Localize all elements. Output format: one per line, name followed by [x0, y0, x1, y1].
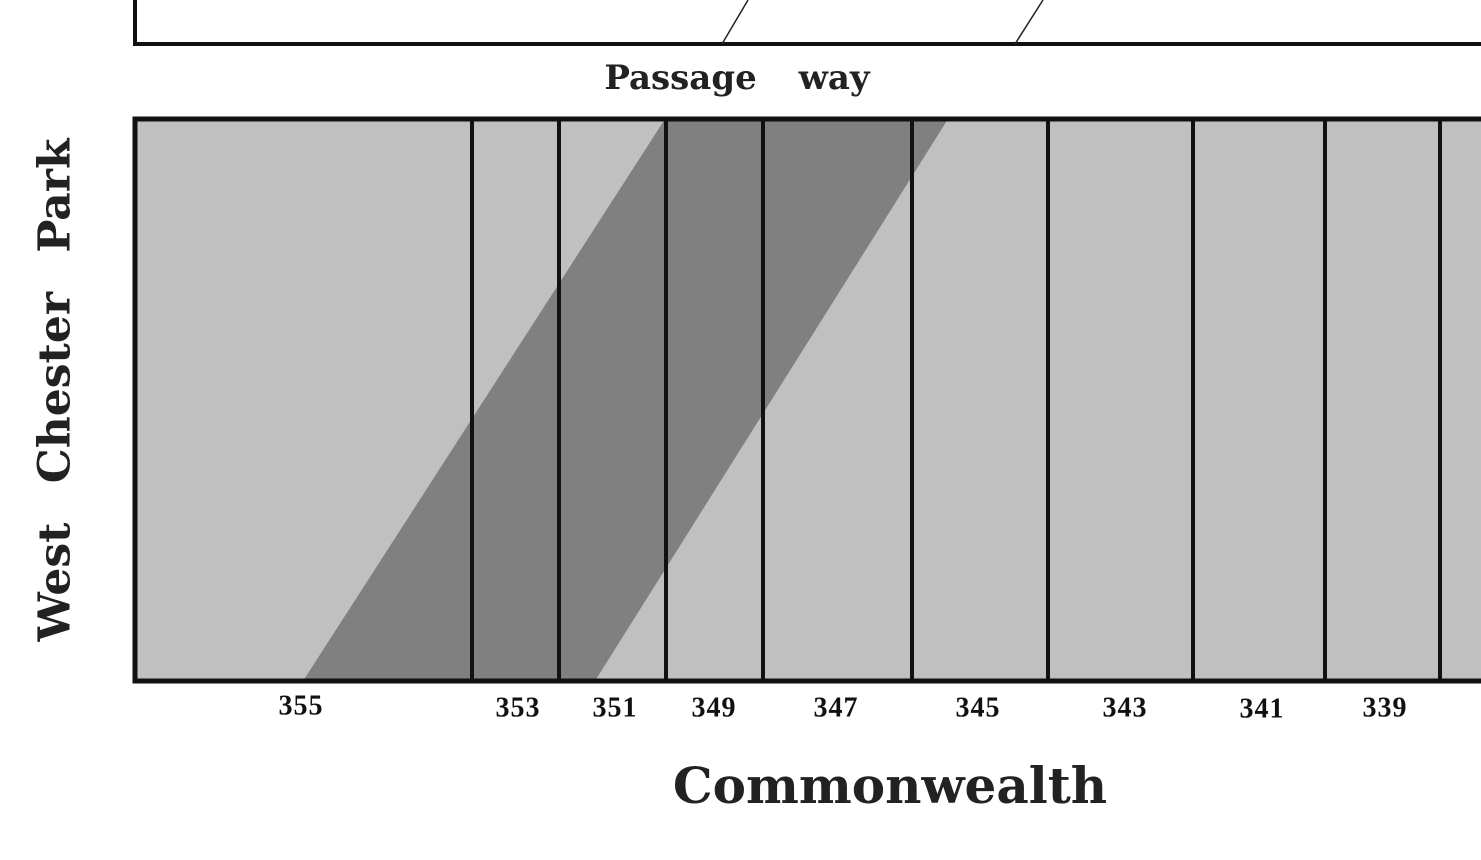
lot-number: 347 — [814, 692, 859, 723]
lot-number: 351 — [593, 692, 638, 723]
passage-edge — [1014, 0, 1044, 45]
lot-number: 355 — [279, 690, 324, 721]
lot-number: 341 — [1240, 693, 1285, 724]
lot-number: 349 — [692, 692, 737, 723]
block-outline — [132, 116, 1481, 684]
lot-number: 353 — [496, 692, 541, 723]
west-street: West Chester Park — [30, 137, 81, 642]
lot-dividers — [470, 119, 1442, 681]
lot-number: 345 — [956, 692, 1001, 723]
north-block — [133, 0, 1481, 46]
passage-band — [303, 119, 948, 681]
lot-number: 339 — [1363, 692, 1408, 723]
passage-edge — [721, 0, 749, 45]
lot-number: 343 — [1103, 692, 1148, 723]
north-street: Passage way — [604, 58, 871, 98]
south-street: Commonwealth — [673, 756, 1107, 815]
